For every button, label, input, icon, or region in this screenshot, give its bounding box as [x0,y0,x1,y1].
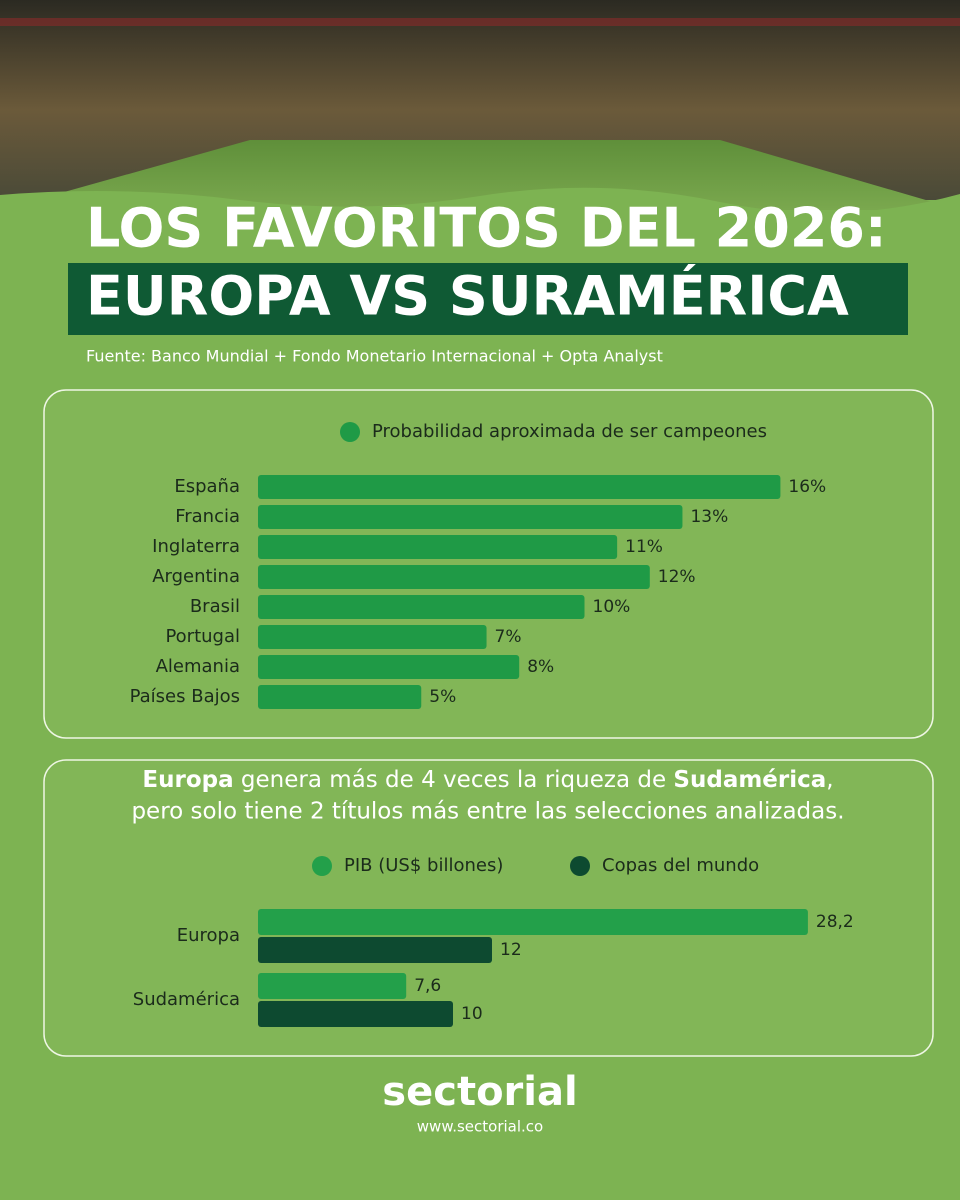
value-label: 10 [461,1004,483,1024]
category-label: Sudamérica [133,989,240,1010]
bar [258,595,585,619]
value-label: 10% [593,597,631,617]
value-label: 28,2 [816,912,854,932]
bar [258,565,650,589]
source: Fuente: Banco Mundial + Fondo Monetario … [86,347,663,366]
legend-label: Copas del mundo [602,855,759,876]
legend-label: PIB (US$ billones) [344,855,503,876]
legend-swatch [312,856,332,876]
value-label: 12% [658,567,696,587]
category-label: Alemania [156,656,240,677]
value-label: 5% [429,687,456,707]
legend-swatch [340,422,360,442]
category-label: España [174,476,240,497]
bar [258,655,520,679]
category-label: Brasil [190,596,240,617]
bar [258,505,683,529]
bar [258,625,487,649]
value-label: 7% [495,627,522,647]
category-label: Europa [177,925,240,946]
category-label: Países Bajos [130,686,240,707]
annotation-line-2: pero solo tiene 2 títulos más entre las … [131,799,844,825]
value-label: 13% [690,507,728,527]
category-label: Argentina [152,566,240,587]
stadium-photo [0,0,960,215]
annotation-text: , [826,767,833,793]
legend-label: Probabilidad aproximada de ser campeones [372,421,767,442]
value-label: 12 [500,940,522,960]
bar [258,909,808,935]
annotation-bold: Europa [142,767,233,793]
category-label: Francia [175,506,240,527]
bar [258,535,618,559]
bar [258,973,407,999]
title-line-1: LOS FAVORITOS DEL 2026: [86,197,887,260]
bar [258,937,492,963]
category-label: Inglaterra [152,536,240,557]
annotation-line-1: Europa genera más de 4 veces la riqueza … [142,767,833,793]
bar [258,475,781,499]
value-label: 11% [625,537,663,557]
bar [258,685,422,709]
value-label: 7,6 [414,976,441,996]
url: www.sectorial.co [417,1118,543,1136]
annotation-bold: Sudamérica [673,767,826,793]
value-label: 8% [527,657,554,677]
bar [258,1001,453,1027]
value-label: 16% [788,477,826,497]
brand: sectorial [382,1069,577,1115]
annotation-text: genera más de 4 veces la riqueza de [234,767,674,793]
legend-swatch [570,856,590,876]
category-label: Portugal [165,626,240,647]
title-line-2: EUROPA VS SURAMÉRICA [86,265,849,328]
title-banner [68,263,908,335]
